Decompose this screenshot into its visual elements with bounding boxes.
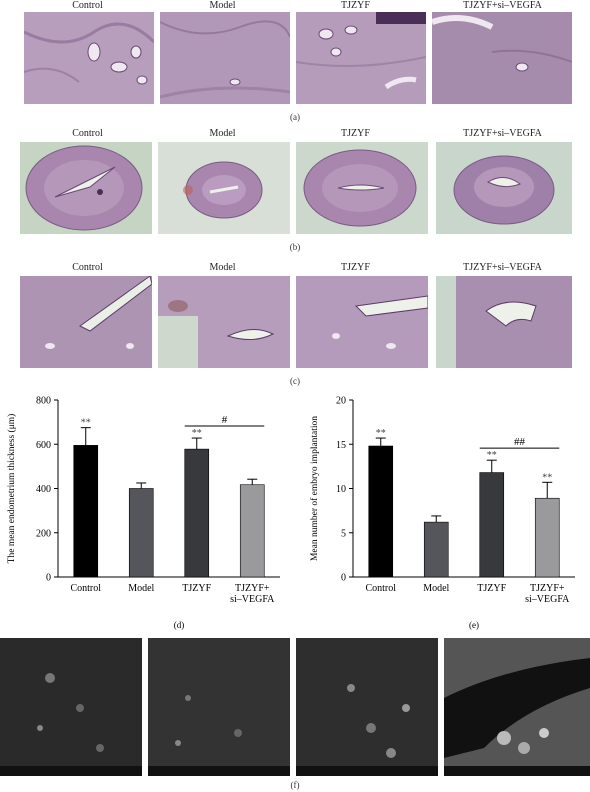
histology-image-c-control: [20, 276, 152, 368]
bar-chart-endometrium-thickness: 0 200 400 600 800 The mean endometrium thickn…: [6, 396, 280, 630]
x-tick-label: Control: [70, 583, 101, 594]
y-tick-label: 0: [341, 573, 346, 584]
y-tick-label: 10: [336, 484, 346, 495]
histology-image-c-model: [158, 276, 290, 368]
histology-image-a-control: [24, 12, 154, 104]
x-tick-label: TJZYF+: [235, 583, 270, 594]
x-tick-label: TJZYF: [477, 583, 506, 594]
significance-marker: **: [192, 428, 202, 439]
panel-caption: (e): [469, 620, 479, 630]
row-a-label-model: Model: [209, 0, 236, 11]
sem-image-3: [296, 638, 438, 776]
sem-image-2: [148, 638, 290, 776]
bar: [184, 448, 210, 578]
row-a-label-tjzyf-si-vegfa: TJZYF+si–VEGFA: [463, 0, 542, 11]
row-f-caption: (f): [290, 780, 300, 790]
row-c-label-tjzyf-si-vegfa: TJZYF+si–VEGFA: [463, 262, 542, 273]
histology-image-a-model: [160, 12, 290, 104]
panel-caption: (d): [174, 620, 185, 630]
y-tick-label: 15: [336, 440, 346, 451]
bar: [423, 521, 449, 578]
sem-image-4: [444, 638, 590, 776]
y-tick-label: 5: [341, 528, 346, 539]
bar-chart-embryo-implantation: 0 5 10 15 20 Mean number of embryo implantati…: [309, 396, 575, 630]
row-b-label-tjzyf: TJZYF: [341, 128, 370, 139]
bar: [239, 484, 265, 578]
row-b-label-tjzyf-si-vegfa: TJZYF+si–VEGFA: [463, 128, 542, 139]
significance-marker: **: [487, 450, 497, 461]
y-tick-label: 600: [36, 440, 51, 451]
row-c-label-control: Control: [72, 262, 103, 273]
sem-image-1: [0, 638, 142, 776]
y-tick-label: 800: [36, 396, 51, 407]
bar: [534, 497, 560, 578]
y-tick-label: 20: [336, 396, 346, 407]
row-a-label-control: Control: [72, 0, 103, 11]
y-axis-label: Mean number of embryo implantation: [309, 416, 320, 561]
x-tick-label: TJZYF+: [530, 583, 565, 594]
significance-marker: **: [376, 428, 386, 439]
x-tick-label: Model: [128, 583, 154, 594]
histology-image-c-tjzyf-si-vegfa: [436, 276, 572, 368]
y-tick-label: 0: [46, 573, 51, 584]
significance-marker: **: [542, 472, 552, 483]
bracket-label: #: [222, 414, 228, 426]
x-tick-label: si–VEGFA: [230, 594, 275, 605]
y-tick-label: 400: [36, 484, 51, 495]
x-tick-label: si–VEGFA: [525, 594, 570, 605]
histology-image-c-tjzyf: [296, 276, 428, 368]
x-tick-label: Model: [423, 583, 449, 594]
row-c-label-tjzyf: TJZYF: [341, 262, 370, 273]
y-tick-label: 200: [36, 528, 51, 539]
bar: [368, 445, 394, 578]
x-tick-label: Control: [365, 583, 396, 594]
bar: [128, 488, 154, 578]
bracket-label: ##: [514, 436, 526, 448]
row-b-label-model: Model: [209, 128, 236, 139]
row-a-label-tjzyf: TJZYF: [341, 0, 370, 11]
histology-image-a-tjzyf-si-vegfa: [432, 12, 572, 104]
x-tick-label: TJZYF: [182, 583, 211, 594]
histology-image-a-tjzyf: [296, 12, 426, 104]
row-a-caption: (a): [290, 112, 300, 122]
row-c-caption: (c): [290, 376, 300, 386]
row-b-label-control: Control: [72, 128, 103, 139]
histology-image-b-control: [20, 142, 152, 234]
row-b-caption: (b): [289, 242, 301, 252]
histology-image-b-tjzyf-si-vegfa: [436, 142, 572, 234]
histology-image-b-tjzyf: [296, 142, 428, 234]
row-c-label-model: Model: [209, 262, 236, 273]
y-axis-label: The mean endometrium thickness (μm): [6, 414, 17, 564]
significance-marker: **: [81, 418, 91, 429]
bar: [479, 472, 505, 578]
bar: [73, 445, 99, 578]
histology-image-b-model: [158, 142, 290, 234]
